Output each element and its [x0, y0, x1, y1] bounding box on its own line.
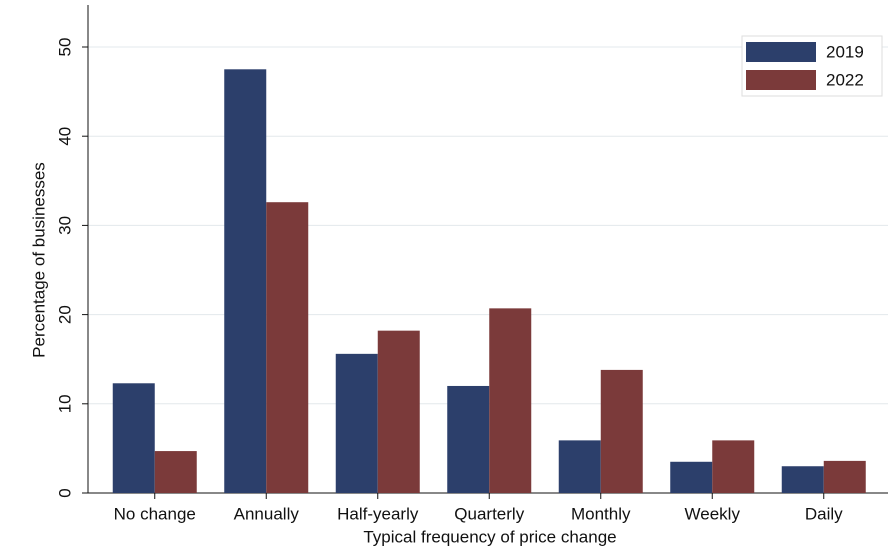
bar	[558, 440, 601, 493]
y-axis-title: Percentage of businesses	[29, 162, 48, 358]
y-tick-label: 40	[55, 127, 74, 146]
x-tick-label: Quarterly	[454, 504, 524, 523]
x-tick-label: Half-yearly	[337, 504, 419, 523]
legend-label: 2019	[826, 42, 864, 61]
legend-label: 2022	[826, 70, 864, 89]
bar	[377, 330, 420, 493]
legend-swatch	[746, 70, 816, 90]
y-tick-label: 30	[55, 216, 74, 235]
x-tick-label: Monthly	[571, 504, 631, 523]
bar	[823, 460, 866, 493]
bar	[112, 383, 155, 493]
x-axis-title: Typical frequency of price change	[363, 527, 616, 546]
bar	[489, 308, 532, 493]
y-tick-label: 0	[55, 488, 74, 497]
bar	[335, 353, 378, 493]
x-tick-label: No change	[114, 504, 196, 523]
x-tick-label: Weekly	[685, 504, 741, 523]
bar	[600, 369, 643, 493]
bar	[712, 440, 755, 493]
y-tick-label: 20	[55, 305, 74, 324]
y-tick-label: 50	[55, 38, 74, 57]
bar	[266, 202, 309, 493]
bar	[781, 466, 824, 493]
x-tick-label: Daily	[805, 504, 843, 523]
bar	[670, 461, 713, 493]
y-tick-label: 10	[55, 394, 74, 413]
legend-swatch	[746, 42, 816, 62]
bar	[447, 385, 490, 493]
bar	[224, 69, 267, 494]
x-tick-label: Annually	[234, 504, 300, 523]
bar	[154, 451, 197, 493]
